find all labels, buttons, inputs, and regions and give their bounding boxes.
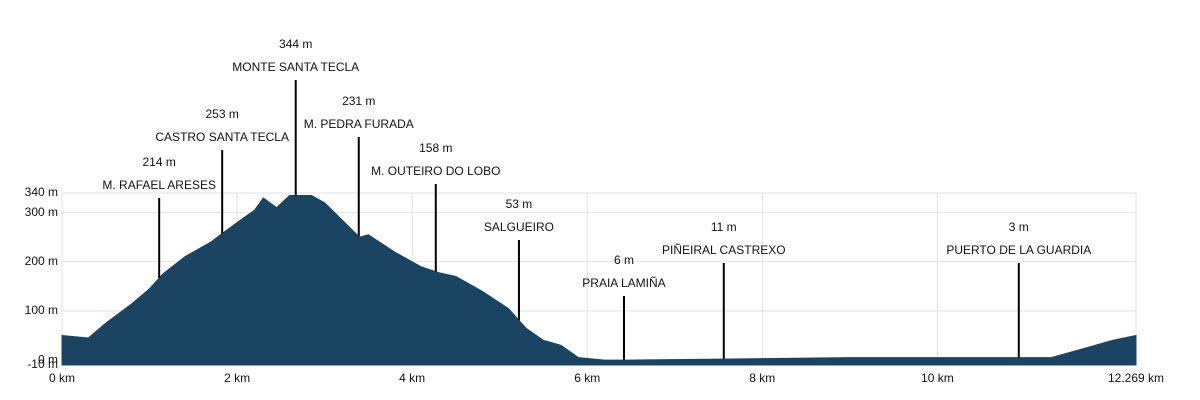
marker-elevation: 11 m — [711, 220, 737, 234]
x-tick-label: 6 km — [574, 371, 600, 385]
marker-name: MONTE SANTA TECLA — [232, 60, 359, 74]
y-tick-label: 340 m — [25, 185, 58, 199]
marker-elevation: 6 m — [614, 253, 634, 267]
y-tick-label: 100 m — [25, 303, 58, 317]
x-tick-label: 12.269 km — [1108, 371, 1164, 385]
marker-elevation: 344 m — [279, 37, 312, 51]
x-tick-label: 10 km — [921, 371, 954, 385]
marker-name: SALGUEIRO — [484, 220, 554, 234]
y-tick-label: 200 m — [25, 254, 58, 268]
x-tick-label: 4 km — [399, 371, 425, 385]
x-tick-label: 0 km — [49, 371, 75, 385]
elevation-area — [61, 195, 1137, 366]
x-tick-label: 2 km — [224, 371, 250, 385]
marker-name: CASTRO SANTA TECLA — [155, 130, 289, 144]
marker-name: PIÑEIRAL CASTREXO — [662, 243, 786, 257]
y-tick-label: -10 m — [27, 357, 58, 371]
marker-name: M. OUTEIRO DO LOBO — [371, 164, 500, 178]
marker-name: M. PEDRA FURADA — [304, 117, 414, 131]
marker-name: PRAIA LAMIÑA — [582, 276, 665, 290]
marker-name: M. RAFAEL ARESES — [102, 178, 216, 192]
marker-elevation: 214 m — [142, 155, 175, 169]
marker-elevation: 231 m — [342, 94, 375, 108]
x-tick-label: 8 km — [749, 371, 775, 385]
y-tick-label: 300 m — [25, 205, 58, 219]
marker-elevation: 3 m — [1009, 220, 1029, 234]
marker-name: PUERTO DE LA GUARDIA — [946, 243, 1091, 257]
marker-elevation: 53 m — [506, 197, 533, 211]
y-tick-label: 0 m — [38, 352, 58, 366]
marker-elevation: 253 m — [206, 107, 239, 121]
marker-elevation: 158 m — [419, 141, 452, 155]
